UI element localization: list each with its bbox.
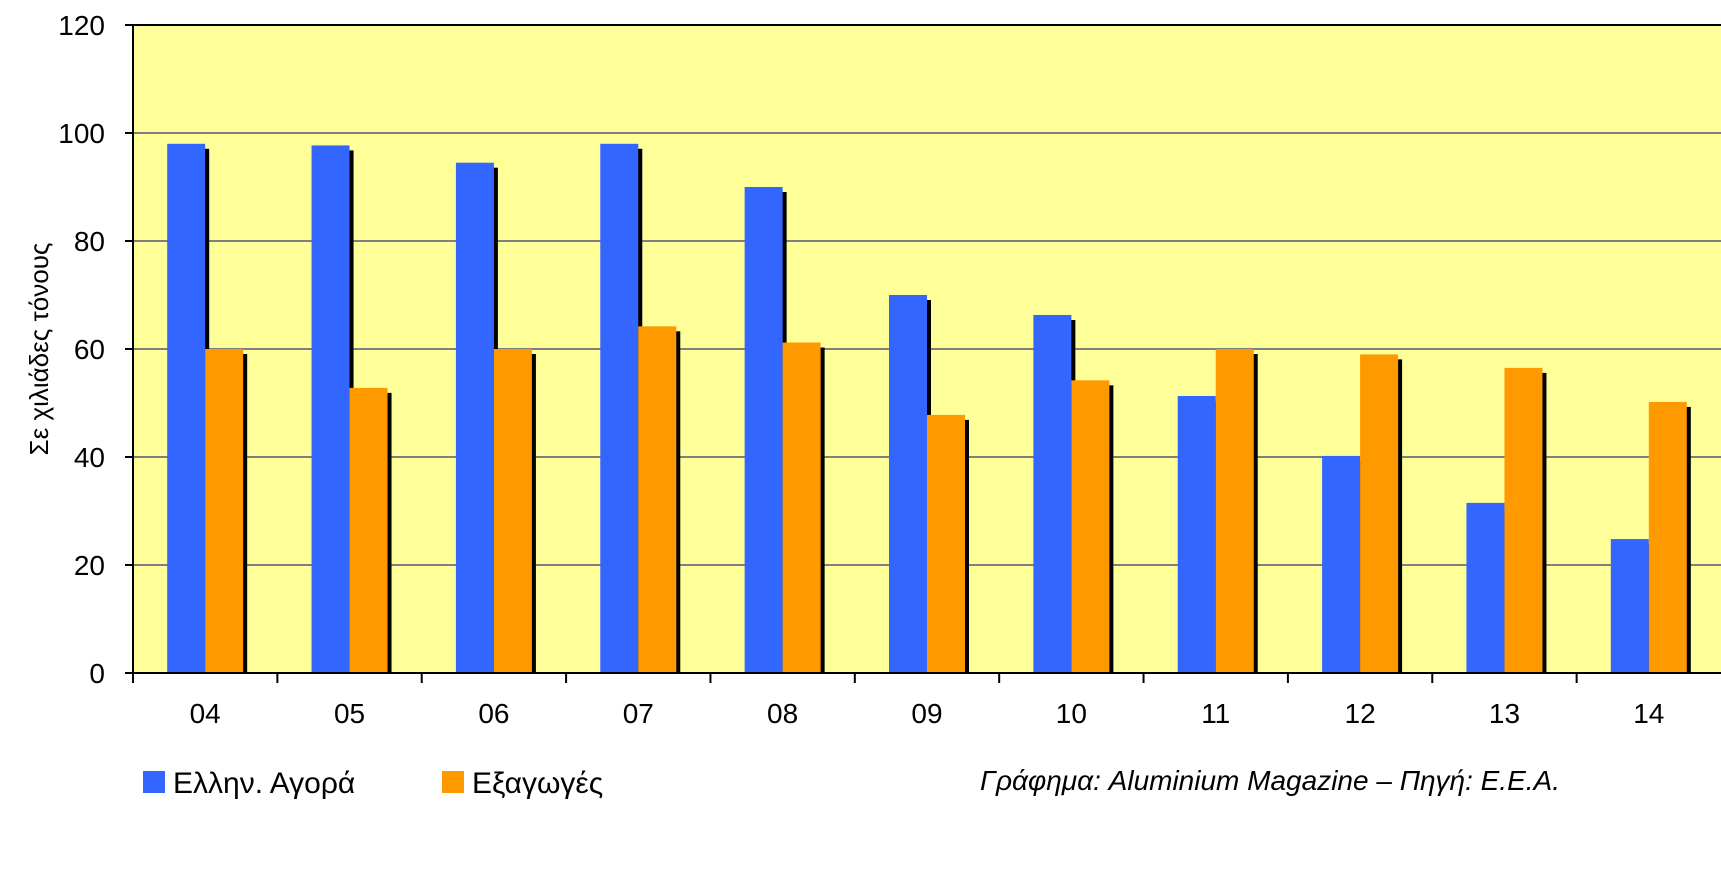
- bar-ellin-agora-13: [1466, 502, 1505, 673]
- x-tick-label-13: 13: [1489, 698, 1520, 729]
- bar-exagoges-04: [205, 349, 244, 673]
- x-tick-label-12: 12: [1345, 698, 1376, 729]
- bar-exagoges-05: [349, 387, 388, 673]
- x-tick-label-06: 06: [478, 698, 509, 729]
- x-tick-label-09: 09: [911, 698, 942, 729]
- y-tick-labels: 0 20 40 60 80 100 120: [58, 10, 133, 689]
- y-tick-label: 60: [74, 334, 105, 365]
- bar-ellin-agora-11: [1177, 395, 1216, 673]
- legend-label-exagoges: Εξαγωγές: [472, 767, 603, 800]
- bar-exagoges-12: [1360, 354, 1399, 673]
- legend-label-ellin-agora: Ελλην. Αγορά: [173, 767, 355, 800]
- bar-ellin-agora-12: [1322, 455, 1361, 673]
- legend: Ελλην. Αγορά Εξαγωγές: [143, 767, 603, 800]
- bar-ellin-agora-08: [744, 187, 783, 673]
- y-tick-label: 0: [89, 658, 105, 689]
- x-tick-labels: 04 05 06 07 08 09 10 11 12 13 14: [132, 673, 1664, 729]
- bar-exagoges-08: [782, 342, 821, 673]
- legend-swatch-ellin-agora: [143, 771, 165, 793]
- bar-exagoges-14: [1648, 401, 1687, 673]
- bar-ellin-agora-04: [167, 143, 206, 674]
- y-axis-title: Σε χιλιάδες τόνους: [24, 243, 54, 456]
- bar-exagoges-11: [1215, 349, 1254, 673]
- y-tick-label: 40: [74, 442, 105, 473]
- bar-exagoges-07: [638, 326, 677, 673]
- x-tick-label-14: 14: [1633, 698, 1664, 729]
- x-tick-label-10: 10: [1056, 698, 1087, 729]
- bar-exagoges-09: [927, 414, 965, 673]
- bar-exagoges-13: [1504, 367, 1543, 673]
- x-tick-label-11: 11: [1201, 698, 1230, 729]
- bar-ellin-agora-09: [889, 295, 927, 673]
- x-tick-label-04: 04: [190, 698, 221, 729]
- x-tick-label-05: 05: [334, 698, 365, 729]
- y-tick-label: 20: [74, 550, 105, 581]
- bars-group: [167, 143, 1691, 674]
- y-tick-label: 100: [58, 118, 105, 149]
- bar-exagoges-10: [1071, 380, 1110, 673]
- chart-credit: Γράφημα: Aluminium Magazine – Πηγή: Ε.Ε.…: [980, 765, 1560, 796]
- bar-ellin-agora-14: [1610, 539, 1649, 673]
- x-tick-label-07: 07: [623, 698, 654, 729]
- bar-ellin-agora-07: [600, 143, 639, 674]
- y-tick-label: 120: [58, 10, 105, 41]
- bar-exagoges-06: [493, 349, 532, 673]
- bar-ellin-agora-06: [455, 162, 494, 673]
- x-tick-label-08: 08: [767, 698, 798, 729]
- bar-ellin-agora-10: [1033, 314, 1072, 673]
- bar-ellin-agora-05: [311, 145, 350, 674]
- y-tick-label: 80: [74, 226, 105, 257]
- legend-swatch-exagoges: [442, 771, 464, 793]
